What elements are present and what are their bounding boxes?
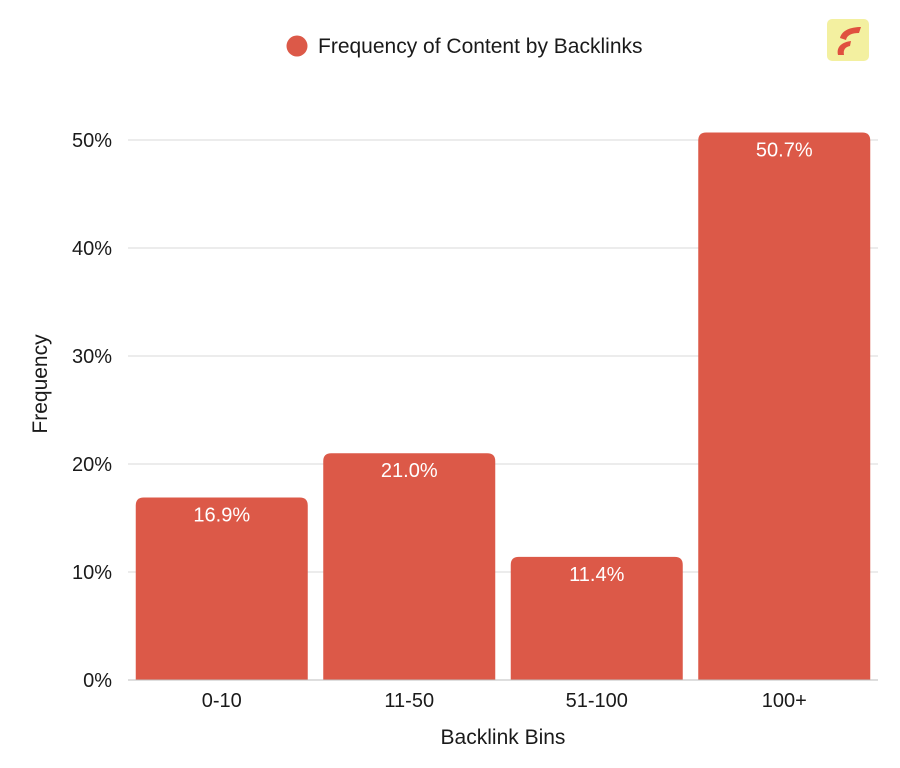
y-axis-title: Frequency (29, 334, 52, 434)
x-tick-label: 11-50 (384, 690, 434, 712)
y-tick-label: 30% (72, 346, 112, 368)
data-label: 21.0% (381, 460, 438, 482)
brand-logo-icon (837, 27, 861, 55)
data-label: 50.7% (756, 139, 813, 161)
y-tick-label: 50% (72, 130, 112, 152)
bar-0-10 (135, 497, 308, 680)
brand-logo-background (827, 19, 869, 61)
brand-logo (827, 19, 869, 61)
bar-100+ (698, 132, 871, 680)
x-tick-label: 51-100 (566, 690, 628, 712)
y-tick-label: 0% (83, 670, 112, 692)
bar-51-100 (510, 556, 683, 680)
legend: Frequency of Content by Backlinks (286, 35, 643, 58)
x-axis-ticks: 0-10 11-50 51-100 100+ (202, 690, 807, 712)
y-tick-label: 10% (72, 562, 112, 584)
data-label: 11.4% (569, 564, 624, 586)
y-axis-ticks: 0% 10% 20% 30% 40% 50% (72, 130, 112, 692)
data-label: 16.9% (193, 504, 250, 526)
x-tick-label: 100+ (762, 690, 807, 712)
x-tick-label: 0-10 (202, 690, 242, 712)
legend-swatch (286, 35, 308, 57)
x-axis-title: Backlink Bins (441, 726, 566, 749)
legend-label: Frequency of Content by Backlinks (318, 35, 643, 58)
y-tick-label: 20% (72, 454, 112, 476)
y-tick-label: 40% (72, 238, 112, 260)
bar-11-50 (323, 453, 496, 680)
bars: 16.9% 21.0% 11.4% 50.7% (135, 132, 871, 680)
